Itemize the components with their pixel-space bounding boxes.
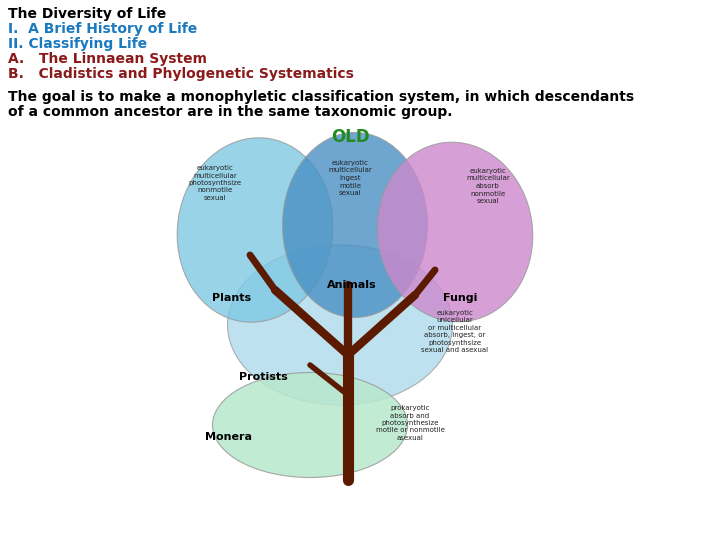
Ellipse shape xyxy=(282,132,428,318)
Text: prokaryotic
absorb and
photosynthesize
motile or nonmotile
asexual: prokaryotic absorb and photosynthesize m… xyxy=(376,405,444,441)
Text: Plants: Plants xyxy=(212,293,251,303)
Text: of a common ancestor are in the same taxonomic group.: of a common ancestor are in the same tax… xyxy=(8,105,452,119)
Ellipse shape xyxy=(377,142,533,322)
Text: I.  A Brief History of Life: I. A Brief History of Life xyxy=(8,22,197,36)
Text: The goal is to make a monophyletic classification system, in which descendants: The goal is to make a monophyletic class… xyxy=(8,90,634,104)
Text: The Diversity of Life: The Diversity of Life xyxy=(8,7,166,21)
Ellipse shape xyxy=(212,373,408,477)
Text: eukaryotic
multicellular
ingest
motile
sexual: eukaryotic multicellular ingest motile s… xyxy=(328,160,372,196)
Text: Monera: Monera xyxy=(204,432,251,442)
Text: OLD: OLD xyxy=(330,128,369,146)
Ellipse shape xyxy=(177,138,333,322)
Text: A.   The Linnaean System: A. The Linnaean System xyxy=(8,52,207,66)
Text: II. Classifying Life: II. Classifying Life xyxy=(8,37,147,51)
Text: eukaryotic
unicellular
or multicellular
absorb, ingest, or
photosynthsize
sexual: eukaryotic unicellular or multicellular … xyxy=(421,310,489,354)
Ellipse shape xyxy=(228,245,452,405)
Text: Protists: Protists xyxy=(238,372,287,382)
Text: eukaryotic
multicellular
absorb
nonmotile
sexual: eukaryotic multicellular absorb nonmotil… xyxy=(466,168,510,204)
Text: B.   Cladistics and Phylogenetic Systematics: B. Cladistics and Phylogenetic Systemati… xyxy=(8,67,354,81)
Text: Fungi: Fungi xyxy=(443,293,477,303)
Text: eukaryotic
multicellular
photosynthsize
nonmotile
sexual: eukaryotic multicellular photosynthsize … xyxy=(189,165,242,201)
Text: Animals: Animals xyxy=(327,280,377,290)
